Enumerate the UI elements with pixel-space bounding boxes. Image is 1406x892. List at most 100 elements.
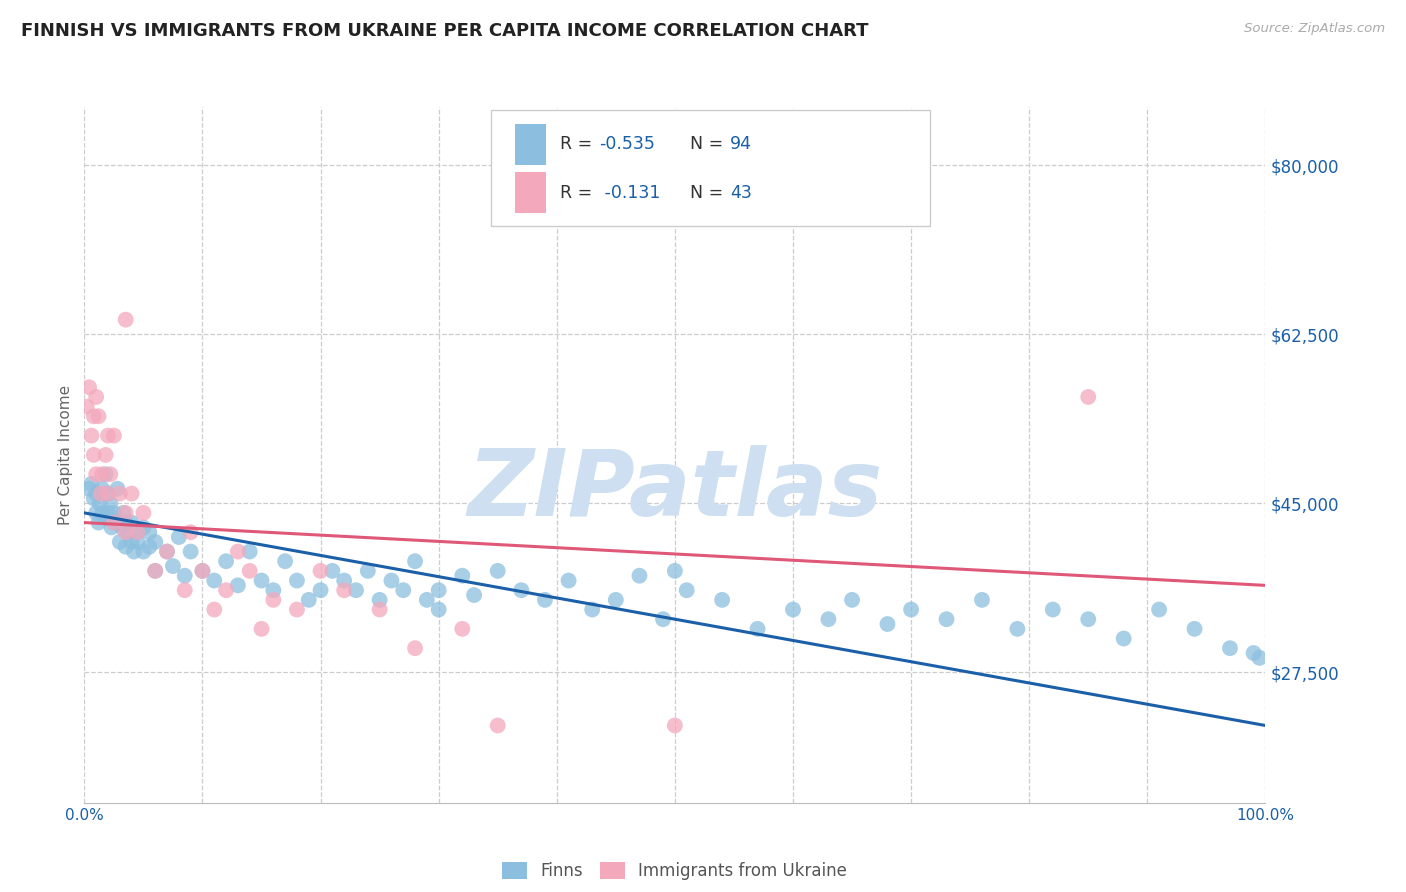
Point [191, 564, 214, 578]
Point [143, 564, 166, 578]
Point [380, 574, 402, 588]
Point [121, 534, 143, 549]
Point [900, 602, 922, 616]
Point [652, 612, 675, 626]
Point [675, 583, 697, 598]
Point [970, 592, 993, 607]
Point [1219, 641, 1241, 656]
Point [162, 559, 184, 574]
Point [285, 574, 308, 588]
Point [91, 467, 114, 482]
Point [127, 525, 149, 540]
Point [90, 486, 112, 500]
Text: R =: R = [560, 184, 598, 202]
Point [1147, 602, 1170, 616]
Point [83, 448, 105, 462]
Point [416, 592, 439, 607]
Point [91, 506, 114, 520]
Point [1249, 651, 1271, 665]
Point [108, 534, 131, 549]
Point [89, 496, 111, 510]
Point [83, 491, 105, 506]
Point [132, 544, 155, 558]
Point [202, 574, 225, 588]
Point [93, 510, 115, 524]
Point [368, 602, 391, 616]
Y-axis label: Per Capita Income: Per Capita Income [58, 384, 73, 525]
Point [309, 564, 332, 578]
Point [1243, 646, 1265, 660]
Point [97, 428, 120, 442]
Point [80, 476, 103, 491]
Point [215, 554, 238, 568]
Point [427, 602, 450, 616]
Point [274, 554, 297, 568]
Point [111, 520, 134, 534]
Text: N =: N = [679, 184, 728, 202]
Point [202, 602, 225, 616]
Point [1112, 632, 1135, 646]
Point [103, 516, 125, 530]
Point [76, 400, 98, 414]
Point [84, 467, 107, 482]
Point [262, 592, 284, 607]
Point [100, 520, 122, 534]
Point [83, 409, 105, 424]
Point [664, 718, 686, 732]
Point [1007, 622, 1029, 636]
Point [309, 583, 332, 598]
Point [1184, 622, 1206, 636]
Point [180, 525, 202, 540]
Point [84, 506, 107, 520]
Text: 94: 94 [730, 136, 752, 153]
Point [173, 583, 195, 598]
Point [239, 544, 262, 558]
Point [77, 482, 100, 496]
Text: 43: 43 [730, 184, 752, 202]
Point [114, 516, 136, 530]
Point [1042, 602, 1064, 616]
Legend: Finns, Immigrants from Ukraine: Finns, Immigrants from Ukraine [498, 856, 852, 885]
Point [108, 516, 131, 530]
Point [114, 312, 136, 326]
Point [84, 486, 107, 500]
Point [451, 568, 474, 582]
Point [935, 612, 957, 626]
Point [876, 617, 898, 632]
Point [138, 525, 160, 540]
Point [91, 482, 114, 496]
Point [226, 578, 249, 592]
Point [191, 564, 214, 578]
Point [1077, 612, 1099, 626]
Point [114, 540, 136, 554]
Point [404, 554, 426, 568]
Text: Source: ZipAtlas.com: Source: ZipAtlas.com [1244, 22, 1385, 36]
Point [747, 622, 769, 636]
Point [404, 641, 426, 656]
Point [80, 428, 103, 442]
Point [108, 486, 131, 500]
Point [84, 390, 107, 404]
Point [782, 602, 804, 616]
Point [817, 612, 839, 626]
Point [87, 409, 110, 424]
Point [427, 583, 450, 598]
Point [285, 602, 308, 616]
Point [143, 534, 166, 549]
Point [451, 622, 474, 636]
Point [94, 448, 117, 462]
Point [132, 520, 155, 534]
Point [321, 564, 343, 578]
Point [581, 602, 603, 616]
Point [121, 516, 143, 530]
Point [1077, 390, 1099, 404]
Text: R =: R = [560, 136, 598, 153]
Point [97, 486, 120, 500]
Point [357, 564, 380, 578]
Point [463, 588, 485, 602]
Point [112, 506, 135, 520]
Text: ZIPatlas: ZIPatlas [467, 445, 883, 534]
Point [127, 525, 149, 540]
Point [87, 516, 110, 530]
Point [333, 574, 356, 588]
